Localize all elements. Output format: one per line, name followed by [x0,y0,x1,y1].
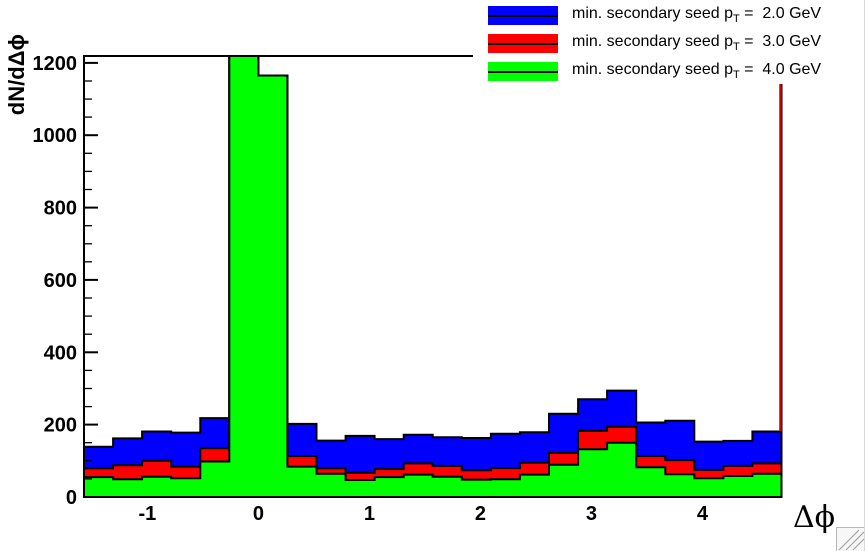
legend-text: min. secondary seed p [572,5,733,23]
resize-grip-lines-icon [838,529,864,551]
legend-subscript: T [732,69,740,82]
y-tick-label: 200 [44,415,77,437]
x-tick-label: 3 [586,503,597,525]
legend-label: min. secondary seed pT = 3.0 GeV [572,33,821,53]
y-axis-tick-labels: 0 200 400 600 800 1000 1200 [33,53,78,509]
histogram-series [83,55,783,498]
legend-text-value: = 3.0 GeV [739,33,822,51]
legend-text: min. secondary seed p [572,33,733,51]
legend-subscript: T [732,13,740,26]
legend-entry-pt2: min. secondary seed pT = 2.0 GeV [488,5,863,26]
y-tick-label: 800 [44,198,77,220]
x-tick-label: 2 [475,503,486,525]
legend-swatch-red [488,34,558,53]
y-axis-title: dN/dΔϕ [4,34,29,116]
legend-swatch-blue [488,6,558,25]
legend-swatch-line [488,14,558,17]
legend-swatch-line [488,70,558,73]
x-tick-label: 1 [364,503,375,525]
legend-text: min. secondary seed p [572,61,733,79]
legend-text-value: = 4.0 GeV [739,61,822,79]
y-tick-label: 600 [44,270,77,292]
resize-grip[interactable] [836,527,864,551]
x-tick-label: 4 [697,503,709,525]
series-blue [83,55,783,498]
y-tick-label: 1200 [33,53,78,75]
legend-entry-pt4: min. secondary seed pT = 4.0 GeV [488,61,863,82]
legend-swatch-green [488,62,558,81]
y-tick-label: 1000 [33,125,78,147]
legend-text-value: = 2.0 GeV [739,5,822,23]
legend-label: min. secondary seed pT = 2.0 GeV [572,5,821,25]
series-green [83,55,783,498]
y-axis-ticks [85,61,98,498]
legend: min. secondary seed pT = 2.0 GeV min. se… [473,0,864,84]
x-tick-label: -1 [139,503,157,525]
legend-label: min. secondary seed pT = 4.0 GeV [572,61,821,81]
legend-swatch-line [488,42,558,45]
x-axis-title: Δϕ [793,500,836,535]
x-tick-label: 0 [253,503,264,525]
y-tick-label: 400 [44,342,77,364]
legend-entry-pt3: min. secondary seed pT = 3.0 GeV [488,33,863,54]
y-tick-label: 0 [66,487,77,509]
x-axis-tick-labels: -1 0 1 2 3 4 [139,503,709,525]
legend-subscript: T [732,41,740,54]
